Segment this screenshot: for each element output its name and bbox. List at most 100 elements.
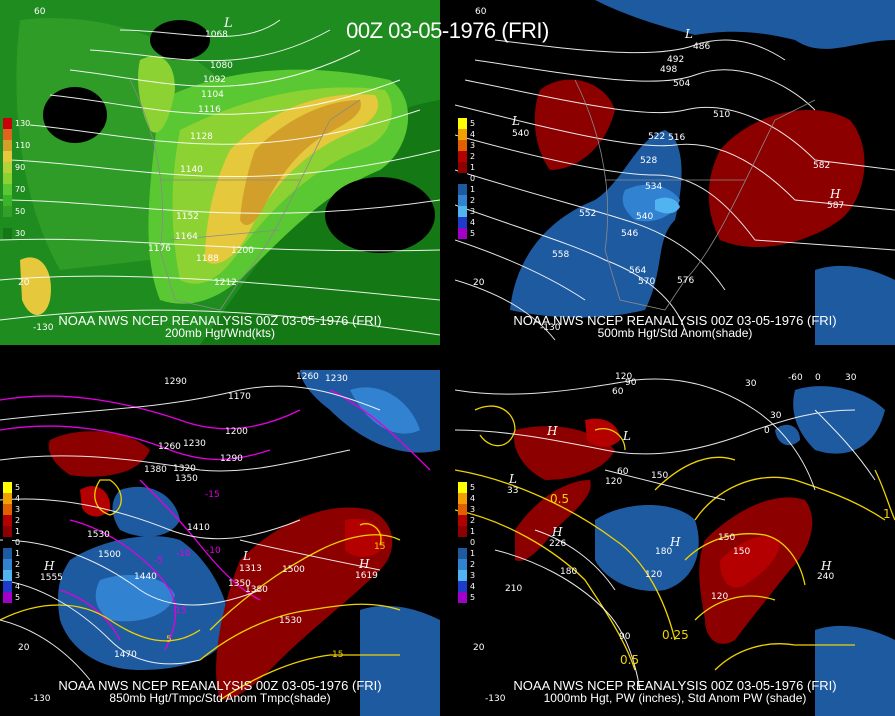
legend-label: 30: [15, 229, 26, 238]
temp-label: -10: [176, 549, 191, 559]
legend-swatch: [458, 482, 467, 493]
high-value: 1555: [40, 573, 63, 583]
footer-title: NOAA NWS NCEP REANALYSIS 00Z 03-05-1976 …: [513, 313, 837, 328]
contour-label: 210: [505, 584, 522, 594]
legend-swatch: [458, 151, 467, 162]
high-marker: H: [43, 559, 55, 573]
legend-swatch: [458, 581, 467, 592]
low-marker: L: [223, 16, 233, 31]
contour-label: 1350: [228, 579, 251, 589]
contour-label: 180: [560, 567, 577, 577]
pw-label: 1: [883, 507, 891, 521]
contour-label: 558: [552, 250, 569, 260]
legend-swatch: [3, 151, 12, 162]
contour-label: 60: [612, 387, 624, 397]
contour-label: 1380: [144, 465, 167, 475]
axis-label: -130: [485, 694, 506, 704]
axis-label: 20: [18, 278, 30, 288]
contour-label: 1500: [98, 550, 121, 560]
contour-label: 510: [713, 110, 730, 120]
contour-label: 1410: [187, 523, 210, 533]
contour-label: 1440: [134, 572, 157, 582]
legend-swatch: [3, 559, 12, 570]
contour-label: 1380: [245, 585, 268, 595]
legend-200mb: 130 110 90 70 50 30: [3, 118, 30, 239]
contour-label: 0: [764, 426, 770, 436]
axis-label: 20: [473, 278, 485, 288]
panel-500mb-map: 492 498 504 510 516 522 528 534 540 546 …: [455, 0, 895, 345]
legend-swatch: [458, 195, 467, 206]
legend-swatch: [3, 504, 12, 515]
high-marker: H: [358, 557, 370, 571]
footer-subtitle: 200mb Hgt/Wnd(kts): [164, 326, 276, 340]
temp-label: 15: [332, 650, 343, 660]
panel-500mb: 492 498 504 510 516 522 528 534 540 546 …: [455, 0, 895, 345]
panel-1000mb: 120 90 60 30 -60 0 30 30 0 60 150 120 12…: [455, 370, 895, 716]
footer-500mb: NOAA NWS NCEP REANALYSIS 00Z 03-05-1976 …: [455, 314, 895, 340]
contour-label: 570: [638, 277, 655, 287]
contour-label: 1530: [87, 530, 110, 540]
legend-label: 5: [470, 229, 476, 238]
legend-label: 3: [470, 207, 476, 216]
footer-1000mb: NOAA NWS NCEP REANALYSIS 00Z 03-05-1976 …: [455, 679, 895, 705]
panel-850mb: 1290 1260 1230 1170 1200 1260 1230 1380 …: [0, 370, 440, 716]
legend-label: 1: [470, 185, 476, 194]
legend-swatch: [3, 537, 12, 548]
contour-label: 1230: [325, 374, 348, 384]
contour-labels-500mb: 492 498 504 510 516 522 528 534 540 546 …: [473, 7, 844, 333]
contour-label: 1260: [296, 372, 319, 382]
contour-label: 1104: [201, 90, 224, 100]
contour-label: 1320: [173, 464, 196, 474]
contour-label: 30: [745, 379, 757, 389]
footer-subtitle: 850mb Hgt/Tmpc/Std Anom Tmpc(shade): [109, 691, 331, 705]
high-value: 587: [827, 201, 844, 211]
legend-label: 2: [470, 560, 476, 569]
legend-label: 1: [470, 527, 476, 536]
legend-swatch: [3, 129, 12, 140]
contour-label: 492: [667, 55, 684, 65]
panel-850mb-map: 1290 1260 1230 1170 1200 1260 1230 1380 …: [0, 370, 440, 716]
legend-label: 4: [470, 582, 476, 591]
contour-label: 150: [651, 471, 668, 481]
legend-swatch: [458, 162, 467, 173]
contour-label: 1164: [175, 232, 198, 242]
legend-swatch: [458, 559, 467, 570]
contour-label: 120: [711, 592, 728, 602]
legend-label: 4: [15, 494, 21, 503]
contour-label: 1200: [225, 427, 248, 437]
legend-swatch: [458, 217, 467, 228]
footer-title: NOAA NWS NCEP REANALYSIS 00Z 03-05-1976 …: [513, 678, 837, 693]
legend-label: 1: [470, 163, 476, 172]
legend-label: 5: [15, 593, 21, 602]
contour-label: 120: [605, 477, 622, 487]
contour-labels-850mb: 1290 1260 1230 1170 1200 1260 1230 1380 …: [18, 372, 385, 704]
contour-label: 1068: [205, 30, 228, 40]
high-marker: H: [551, 525, 563, 539]
legend-850mb: 5 4 3 2 1 0 1 2 3 4 5: [3, 482, 29, 603]
legend-swatch: [3, 228, 12, 239]
legend-swatch: [3, 581, 12, 592]
legend-label: 3: [15, 505, 21, 514]
contour-label: 1152: [176, 212, 199, 222]
legend-swatch: [458, 129, 467, 140]
legend-label: 2: [470, 516, 476, 525]
legend-swatch: [458, 570, 467, 581]
axis-label: -130: [30, 694, 51, 704]
legend-label: 70: [15, 185, 26, 194]
legend-swatch: [458, 493, 467, 504]
panel-200mb-map: 1068 1080 1092 1104 1116 1128 1140 1152 …: [0, 0, 440, 345]
low-marker: L: [242, 549, 251, 563]
legend-label: 5: [470, 483, 476, 492]
legend-swatch: [458, 537, 467, 548]
legend-1000mb: 5 4 3 2 1 0 1 2 3 4 5: [458, 482, 484, 603]
contour-label: 1188: [196, 254, 219, 264]
contour-label: 1290: [220, 454, 243, 464]
legend-swatch: [3, 140, 12, 151]
footer-title: NOAA NWS NCEP REANALYSIS 00Z 03-05-1976 …: [58, 313, 382, 328]
panel-200mb: 1068 1080 1092 1104 1116 1128 1140 1152 …: [0, 0, 440, 345]
contour-label: 498: [660, 65, 677, 75]
low-value: 540: [512, 129, 529, 139]
contour-label: 504: [673, 79, 690, 89]
contour-label: -60: [788, 373, 803, 383]
legend-label: 3: [470, 141, 476, 150]
